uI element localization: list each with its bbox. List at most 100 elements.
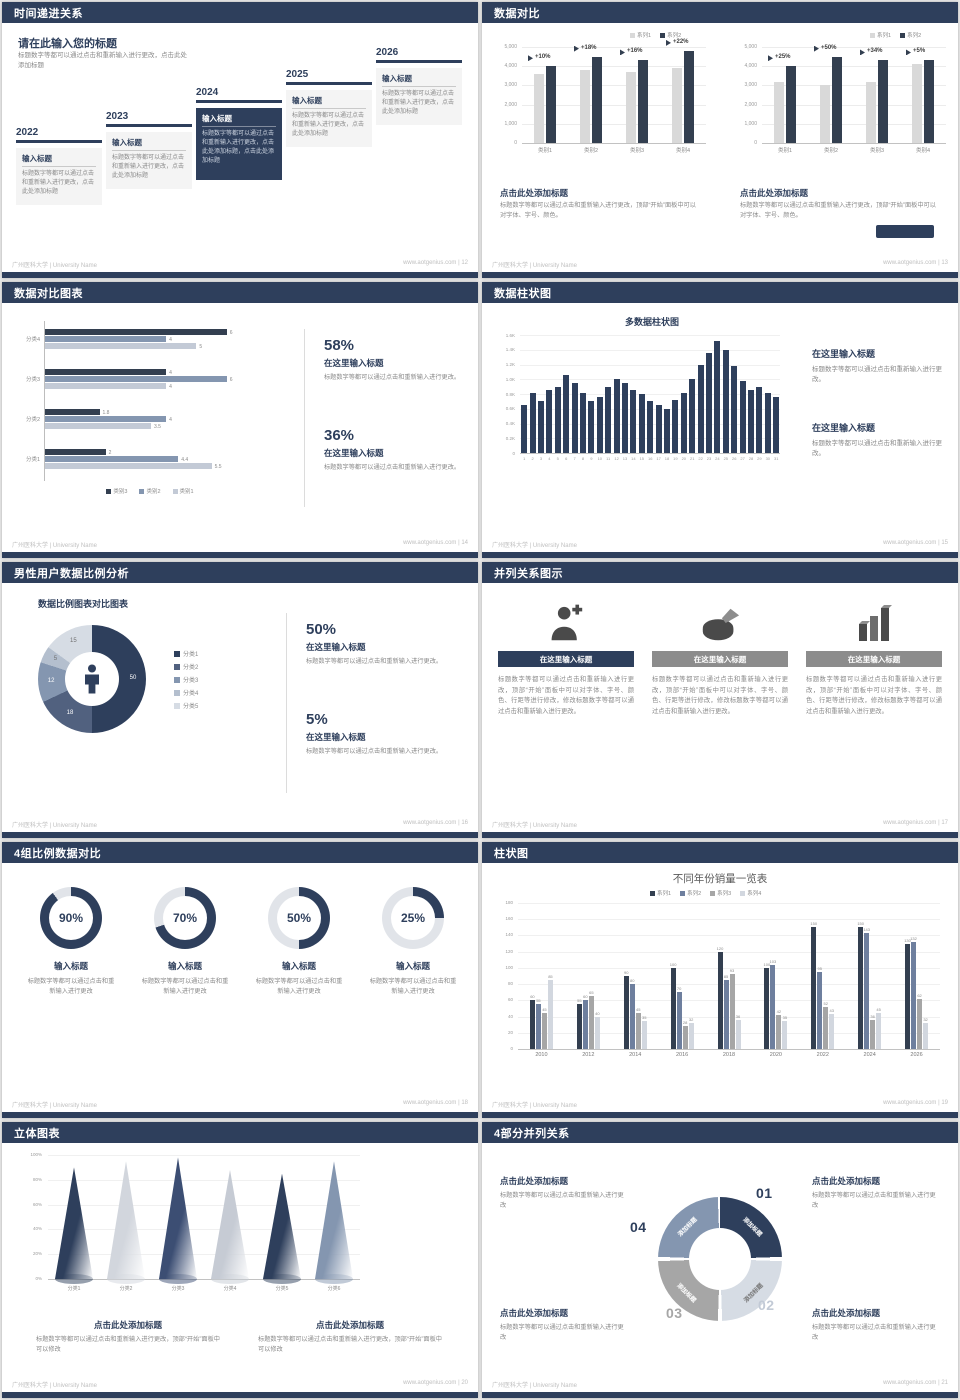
value-label: 4 (169, 336, 172, 343)
gridline (518, 967, 940, 969)
ring-hole: 90% (49, 896, 93, 940)
gridline (518, 1016, 940, 1018)
bar (864, 933, 870, 1049)
bar (571, 382, 578, 453)
ring-body: 标题数字等都可以通过点击和重新输入进行更改 (369, 978, 457, 995)
bar (748, 389, 754, 453)
value-label: 42 (776, 1008, 782, 1014)
timeline-rule (16, 140, 102, 143)
progress-ring: 70% (154, 887, 216, 949)
value-label: 43 (829, 1008, 834, 1014)
bar-series1 (820, 85, 830, 143)
flag-icon (666, 39, 671, 46)
timeline-item-2023: 2023 输入标题 标题数字等都可以通过点击和重新输入进行更改，点击此处添加标题 (106, 111, 192, 189)
bar (647, 401, 654, 453)
slide-15-column-chart: 数据柱状图 多数据柱状图 1.6K 1.4K 1.2K 1.0K 0.8K 0.6K 0.4… (482, 282, 958, 558)
footer-org: 广州医科大学 | University Name (492, 263, 577, 269)
column-body: 标题数字等都可以通过点击和重新输入进行更改，顶部“开始”面板中可以对字体、字号、… (806, 676, 942, 716)
x-tick: 2012 (582, 1052, 595, 1058)
footer-org: 广州医科大学 | University Name (492, 823, 577, 829)
legend-item: 分类5 (174, 701, 198, 710)
x-tick: 29 (757, 456, 762, 461)
footer-bar (482, 552, 958, 558)
y-tick: 60 (507, 997, 513, 1003)
x-tick: 类别1 (777, 148, 793, 154)
progress-ring: 50% (268, 887, 330, 949)
bar (45, 329, 227, 335)
x-tick: 2014 (629, 1052, 642, 1058)
value-label: 6 (229, 376, 233, 383)
ring-value: 50% (286, 911, 312, 925)
y-tick: 0% (35, 1276, 42, 1281)
footer-org: 广州医科大学 | University Name (12, 823, 97, 829)
timeline-year: 2026 (376, 47, 399, 58)
slide-footer: 广州医科大学 | University Name www.aotgenius.c… (12, 1100, 468, 1109)
slide-title-bar: 4组比例数据对比 (2, 842, 478, 863)
timeline-rule (196, 100, 282, 103)
legend-label: 类别1 (179, 489, 194, 495)
y-tick: 0 (512, 450, 515, 456)
bar-chart-right: 5,000 4,000 3,000 2,000 1,000 0 +25% 类别1 +50% 类别2… (736, 44, 946, 157)
bar (655, 405, 662, 453)
timeline-item-2022: 2022 输入标题 标题数字等都可以通过点击和重新输入进行更改，点击此处添加标题 (16, 127, 102, 205)
slide-title-bar: 数据对比图表 (2, 282, 478, 303)
bar (635, 1012, 641, 1049)
stat-block-2: 5% 在这里输入标题 标题数字等都可以通过点击和重新输入进行更改。 (306, 711, 456, 757)
legend-item: 分类2 (174, 662, 198, 671)
category-label: 分类1 (25, 457, 40, 463)
slice-value: 50 (129, 675, 137, 681)
timeline-rule (286, 82, 372, 85)
block-heading: 点击此处添加标题 (500, 1308, 569, 1318)
bar (664, 408, 670, 453)
legend-label: 系列4 (747, 891, 762, 897)
x-tick: 分类5 (275, 1286, 289, 1292)
bar (45, 456, 179, 462)
block-heading: 点击此处添加标题 (93, 1320, 162, 1330)
x-tick: 2020 (769, 1052, 782, 1058)
chart-title: 数据比例图表对比图表 (38, 599, 129, 609)
x-tick: 分类2 (119, 1286, 133, 1292)
slide-title-bar: 数据柱状图 (482, 282, 958, 303)
slide-title-bar: 柱状图 (482, 842, 958, 863)
legend-label: 分类5 (183, 704, 199, 710)
donut-hole (65, 652, 119, 706)
x-tick: 分类6 (327, 1286, 341, 1292)
ring-value: 90% (58, 911, 84, 925)
value-label: 70 (676, 986, 682, 992)
text-block-bottom-right: 点击此处添加标题 标题数字等都可以通过点击和重新输入进行更改 (812, 1307, 940, 1342)
footer-org: 广州医科大学 | University Name (492, 543, 577, 549)
slide-footer: 广州医科大学 | University Name www.aotgenius.c… (12, 540, 468, 549)
x-tick: 2018 (722, 1052, 736, 1058)
value-label: 90 (623, 970, 629, 975)
progress-ring: 90% (40, 887, 102, 949)
gridline (48, 1254, 360, 1256)
x-tick: 2026 (910, 1052, 923, 1058)
segment-number: 01 (756, 1185, 773, 1201)
slide-title-bar: 4部分并列关系 (482, 1122, 958, 1143)
legend-swatch (174, 689, 180, 696)
cone-base (159, 1274, 197, 1284)
bar (45, 423, 151, 429)
timeline-item-2024-highlight: 2024 输入标题 标题数字等都可以通过点击和重新输入进行更改，点击此处添加标题… (196, 87, 282, 180)
slide-title-bar: 立体图表 (2, 1122, 478, 1143)
slide-title-bar: 数据对比 (482, 2, 958, 23)
slide-footer: 广州医科大学 | University Name www.aotgenius.c… (492, 260, 948, 269)
block-body-right: 标题数字等都可以通过点击和重新输入进行更改，顶部“开始”面板中可以对字体、字号、… (740, 202, 936, 219)
cone-base (55, 1274, 93, 1284)
legend-swatch (650, 890, 655, 896)
bar (588, 401, 595, 453)
timeline-card-title: 输入标题 (292, 95, 366, 109)
gridline (522, 85, 706, 87)
slide-20-cone-chart: 立体图表 100% 80% 60% 40% 20% 0% 分类1 分类2 分类3 分类4 分类5 分类… (2, 1122, 478, 1398)
y-tick: 2,000 (744, 101, 757, 108)
slide-12-time-progression: 时间递进关系 请在此输入您的标题 标题数字等都可以通过点击和重新输入进行更改，点… (2, 2, 478, 278)
bar (911, 941, 917, 1049)
slide-title: 柱状图 (494, 847, 529, 860)
x-tick: 类别1 (537, 148, 553, 154)
legend-label: 分类2 (183, 665, 199, 671)
slide-content: 点击此处添加标题 标题数字等都可以通过点击和重新输入进行更改 点击此处添加标题 … (482, 1143, 958, 1398)
y-tick: 0.2K (505, 435, 515, 441)
gridline (762, 47, 946, 48)
value-label: 85 (723, 974, 729, 980)
gridline (762, 85, 946, 87)
